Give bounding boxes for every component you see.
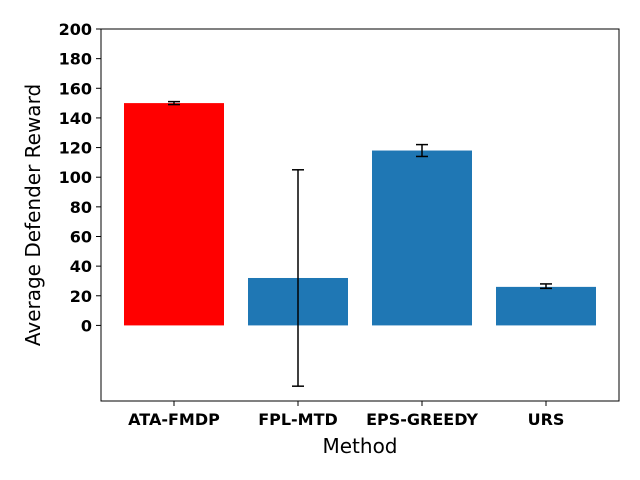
y-axis-title: Average Defender Reward xyxy=(21,84,45,346)
plot-marks xyxy=(124,100,596,387)
y-tick-label: 40 xyxy=(70,257,92,276)
bar xyxy=(372,150,472,326)
y-tick-label: 0 xyxy=(81,316,92,335)
x-tick-label: FPL-MTD xyxy=(258,410,338,429)
x-tick-label: URS xyxy=(528,410,565,429)
y-tick-label: 100 xyxy=(59,168,92,187)
error-bar xyxy=(416,143,428,158)
y-tick-label: 140 xyxy=(59,109,92,128)
y-tick-label: 200 xyxy=(59,20,92,39)
y-tick-label: 160 xyxy=(59,79,92,98)
y-tick-label: 20 xyxy=(70,287,92,306)
bar xyxy=(124,103,224,326)
y-axis: 0 20 40 60 80 100 120 140 160 180 200 xyxy=(59,20,101,335)
plot-frame xyxy=(100,28,620,402)
x-tick-label: ATA-FMDP xyxy=(128,410,220,429)
x-tick-label: EPS-GREEDY xyxy=(366,410,478,429)
x-axis: ATA-FMDP FPL-MTD EPS-GREEDY URS xyxy=(128,401,564,429)
y-tick-label: 80 xyxy=(70,198,92,217)
y-tick-label: 120 xyxy=(59,139,92,158)
y-tick-label: 60 xyxy=(70,227,92,246)
error-bar xyxy=(168,100,180,106)
bar xyxy=(496,286,596,326)
x-axis-title: Method xyxy=(322,434,397,458)
y-tick-label: 180 xyxy=(59,50,92,69)
error-bar xyxy=(540,283,552,290)
error-bar xyxy=(292,169,304,387)
